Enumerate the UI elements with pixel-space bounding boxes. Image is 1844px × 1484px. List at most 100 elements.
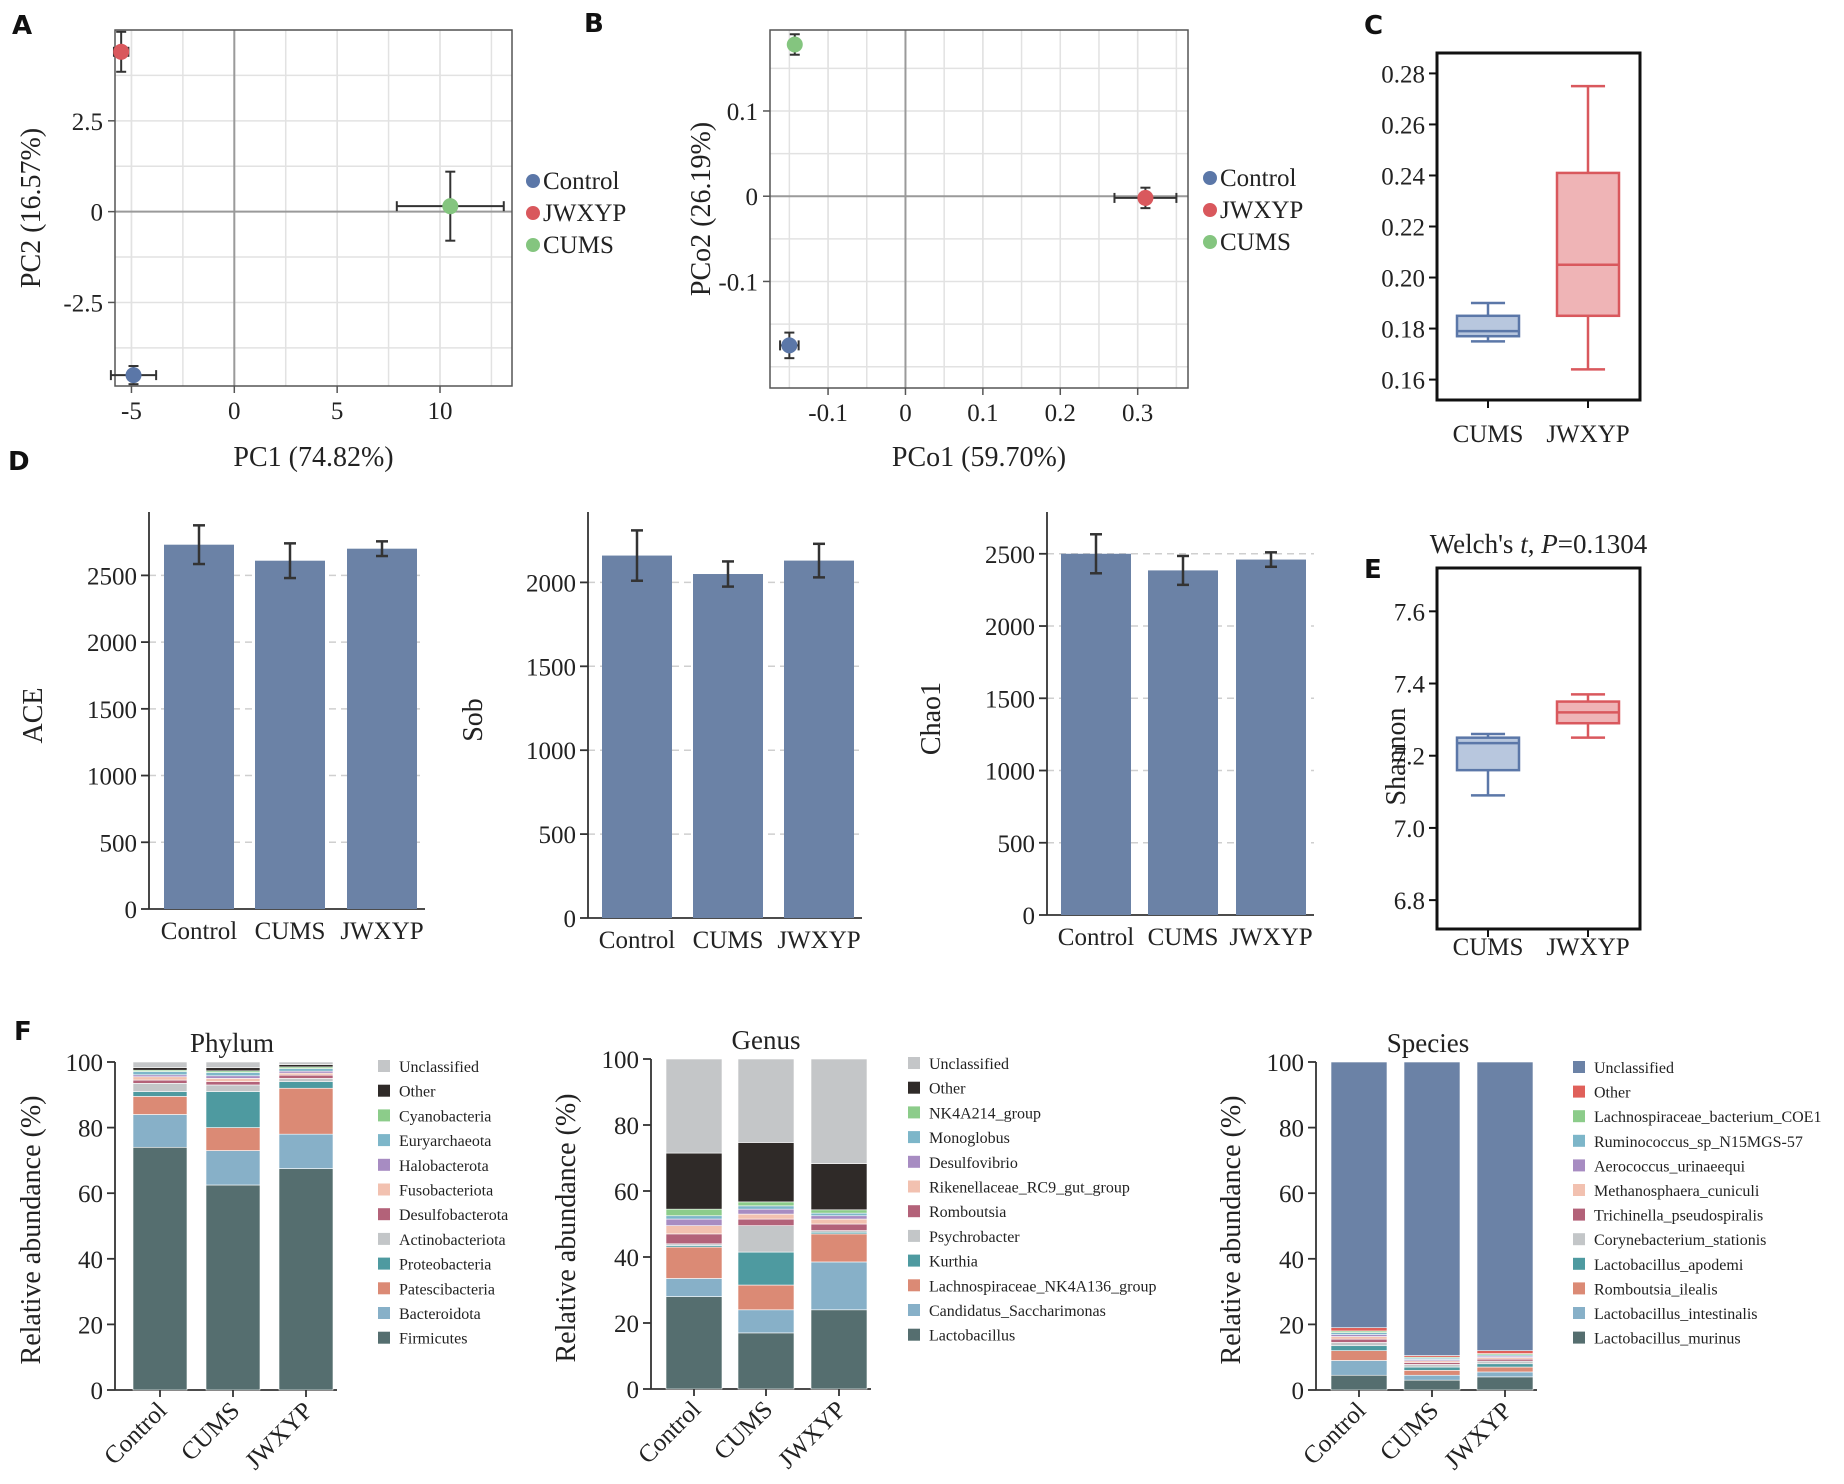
- y-tick-label: -2.5: [63, 290, 103, 317]
- data-point-cums: [395, 170, 505, 242]
- segment-patescibacteria: [205, 1127, 261, 1151]
- x-tick-label: CUMS: [176, 1397, 245, 1466]
- legend-swatch: [1573, 1257, 1585, 1270]
- legend-label: Lactobacillus: [929, 1328, 1015, 1345]
- x-tick-label: CUMS: [709, 1396, 778, 1465]
- y-tick-label: 60: [1279, 1181, 1304, 1208]
- segment-lactobacillus_apodemi: [1476, 1363, 1534, 1368]
- stacked-bar-cums: [737, 1058, 795, 1390]
- data-point-jwxyp: [112, 30, 130, 73]
- segment-kurthia: [737, 1251, 795, 1286]
- legend-label-jwxyp: JWXYP: [543, 200, 626, 227]
- x-tick-label: -0.1: [808, 400, 848, 427]
- segment-fusobacteriota: [205, 1078, 261, 1082]
- segment-lactobacillus_murinus: [1330, 1374, 1388, 1391]
- x-tick-label: JWXYP: [1546, 934, 1629, 961]
- legend-label: Psychrobacter: [929, 1229, 1020, 1246]
- y-tick-label: 7.4: [1394, 672, 1426, 699]
- y-tick-label: 0: [564, 906, 577, 933]
- stacked-bar-cums: [1403, 1061, 1461, 1391]
- legend-swatch: [908, 1106, 920, 1119]
- legend-swatch: [378, 1232, 390, 1245]
- segment-patescibacteria: [132, 1096, 188, 1115]
- panel-letter-a: A: [12, 11, 32, 41]
- y-axis-label: Relative abundance (%): [551, 1094, 582, 1363]
- y-tick-label: 1500: [985, 686, 1035, 713]
- y-tick-label: 40: [1279, 1247, 1304, 1274]
- segment-patescibacteria: [278, 1087, 334, 1135]
- y-tick-label: 100: [1267, 1050, 1305, 1077]
- bar-jwxyp: [1236, 559, 1306, 915]
- segment-other: [1476, 1350, 1534, 1354]
- y-axis-label: PC2 (16.57%): [16, 128, 47, 288]
- segment-euryarchaeota: [205, 1072, 261, 1077]
- x-tick-label: JWXYP: [1229, 924, 1312, 951]
- segment-candidatus_saccharimonas: [737, 1309, 795, 1334]
- y-tick-label: 0: [1023, 903, 1036, 930]
- segment-lactobacillus_apodemi: [1403, 1366, 1461, 1371]
- segment-monoglobus: [737, 1205, 795, 1210]
- panel-letter-f: F: [14, 1017, 32, 1047]
- data-point-jwxyp: [1113, 186, 1178, 210]
- title-part: t: [1520, 529, 1529, 559]
- segment-rikenellaceae_rc9_gut_group: [665, 1225, 723, 1235]
- panel-letter-b: B: [584, 9, 604, 39]
- scatter-chart-a: -5 0 5 10 -2.5 0 2.5 Control JWXYP CUMS PC1 (74.82…: [16, 29, 626, 473]
- y-tick-label: 0.20: [1381, 266, 1425, 293]
- x-tick-label: Control: [1058, 924, 1134, 951]
- segment-desulfovibrio: [737, 1208, 795, 1215]
- bar-cums: [693, 574, 763, 918]
- y-tick-label: 0: [125, 897, 138, 924]
- chart-title: Phylum: [190, 1028, 274, 1058]
- segment-unclassified: [278, 1061, 334, 1065]
- legend-swatch: [1573, 1110, 1585, 1123]
- x-tick-label: JWXYP: [240, 1397, 318, 1475]
- stacked-bar-cums: [205, 1061, 261, 1391]
- legend-swatch: [908, 1155, 920, 1168]
- y-tick-label: 7.0: [1394, 816, 1425, 843]
- y-axis-label: ACE: [18, 688, 49, 744]
- segment-fusobacteriota: [132, 1076, 188, 1081]
- segment-corynebacterium_stationis: [1403, 1364, 1461, 1368]
- segment-monoglobus: [810, 1212, 868, 1217]
- x-axis-label: PCo1 (59.70%): [892, 442, 1066, 473]
- title-part: =0.1304: [1558, 529, 1648, 559]
- y-tick-label: 100: [66, 1050, 104, 1077]
- segment-lactobacillus_apodemi: [1330, 1345, 1388, 1351]
- legend-marker-control: [526, 174, 540, 188]
- legend-label: Unclassified: [1594, 1060, 1674, 1077]
- segment-corynebacterium_stationis: [1476, 1360, 1534, 1365]
- legend-label: Kurthia: [929, 1254, 978, 1271]
- segment-bacteroidota: [205, 1150, 261, 1186]
- legend-label: Euryarchaeota: [399, 1133, 491, 1150]
- y-tick-label: 20: [1279, 1312, 1304, 1339]
- legend-marker-cums: [1203, 235, 1217, 249]
- x-tick-label: 5: [331, 398, 344, 425]
- box-chart-e: 6.8 7.0 7.2 7.4 7.6 CUMS JWXYP Shannon Welch's t…: [1381, 529, 1648, 961]
- segment-actinobacteriota: [278, 1078, 334, 1082]
- legend-label: Aerococcus_urinaeequi: [1594, 1158, 1746, 1175]
- title-part: Welch's: [1430, 529, 1520, 559]
- bar-chart-d2: 0 500 1000 1500 2000 Control CUMS JWXYP Sob: [458, 512, 862, 954]
- legend-label: Other: [399, 1084, 436, 1101]
- segment-lactobacillus: [737, 1332, 795, 1390]
- point-marker: [786, 36, 803, 53]
- segment-lactobacillus_intestinalis: [1403, 1374, 1461, 1381]
- segment-other: [205, 1067, 261, 1072]
- segment-romboutsia_ilealis: [1403, 1370, 1461, 1376]
- segment-corynebacterium_stationis: [1330, 1342, 1388, 1347]
- segment-halobacterota: [205, 1075, 261, 1079]
- point-marker: [125, 367, 142, 384]
- segment-firmicutes: [278, 1168, 334, 1391]
- y-tick-label: 40: [614, 1245, 639, 1272]
- legend-label: Lactobacillus_murinus: [1594, 1331, 1741, 1348]
- legend-label: Ruminococcus_sp_N15MGS-57: [1594, 1134, 1803, 1151]
- legend-swatch: [908, 1328, 920, 1341]
- x-tick-label: -5: [121, 398, 142, 425]
- y-tick-label: 1000: [87, 764, 137, 791]
- y-tick-label: 1500: [526, 654, 576, 681]
- y-tick-label: 1500: [87, 697, 137, 724]
- legend-label: Lachnospiraceae_NK4A136_group: [929, 1278, 1156, 1295]
